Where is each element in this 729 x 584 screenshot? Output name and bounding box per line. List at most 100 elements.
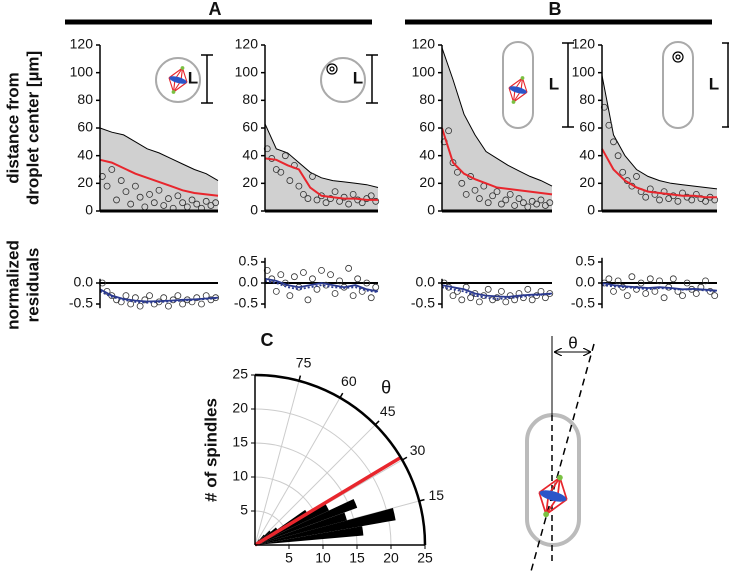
- point: [372, 197, 380, 205]
- wedge: [255, 508, 396, 545]
- point: [614, 152, 622, 160]
- ring: [326, 63, 338, 75]
- y-axis-label: normalized: [3, 240, 22, 330]
- ring: [675, 54, 681, 60]
- point: [141, 296, 149, 304]
- point: [605, 121, 613, 129]
- y-tick-label: 60: [579, 119, 595, 135]
- point: [449, 292, 457, 300]
- point: [493, 188, 501, 196]
- y-tick-label: 10: [232, 468, 248, 484]
- y-tick-label: 120: [412, 36, 436, 52]
- scale-bracket: [722, 42, 729, 128]
- y-tick-label: 100: [572, 63, 596, 79]
- y-tick-label: 60: [77, 119, 93, 135]
- point: [146, 292, 153, 300]
- point: [484, 285, 492, 293]
- point: [160, 202, 168, 209]
- y-tick-label: 100: [412, 63, 436, 79]
- point: [207, 296, 215, 304]
- envelope-line: [601, 75, 718, 190]
- point: [202, 197, 210, 205]
- residual-mean: [99, 288, 219, 303]
- y-tick-label: -0.5: [411, 295, 435, 311]
- point: [179, 199, 187, 207]
- x-tick-label: 20: [383, 550, 399, 566]
- wedge: [255, 526, 364, 545]
- angle-tick-label: 45: [380, 403, 396, 419]
- y-tick-label: 100: [235, 63, 259, 79]
- x-tick-label: 5: [285, 550, 293, 566]
- angle-tick: [419, 498, 425, 502]
- length-label: L: [188, 68, 198, 87]
- point: [272, 287, 280, 295]
- y-tick-label: -0.5: [69, 295, 93, 311]
- point: [702, 277, 709, 285]
- y-axis-label: distance from: [3, 72, 22, 183]
- point: [212, 199, 220, 207]
- residual-mean: [441, 284, 553, 298]
- point: [349, 292, 357, 300]
- point: [497, 287, 505, 295]
- point: [122, 292, 130, 300]
- point: [313, 196, 321, 204]
- envelope-area: [265, 123, 378, 211]
- point: [340, 193, 348, 201]
- point: [475, 298, 483, 306]
- point: [702, 197, 709, 205]
- point: [300, 269, 307, 276]
- y-tick-label: 0.5: [239, 253, 259, 269]
- point: [471, 186, 479, 194]
- point: [327, 195, 334, 202]
- y-tick-label: 0: [85, 202, 93, 218]
- point: [198, 300, 205, 308]
- pole: [180, 66, 185, 70]
- point: [363, 279, 371, 287]
- angle-tick-label: 30: [410, 442, 426, 458]
- angle-tick-label: 75: [296, 354, 312, 370]
- point: [458, 179, 466, 187]
- point: [511, 202, 518, 209]
- point: [165, 195, 172, 202]
- y-tick-label: 20: [419, 174, 435, 190]
- point: [493, 294, 501, 302]
- point: [331, 290, 339, 297]
- point: [537, 196, 545, 204]
- point: [113, 196, 120, 204]
- point: [475, 195, 483, 202]
- droplet-inset: [155, 57, 201, 103]
- point: [345, 200, 353, 208]
- point: [174, 192, 182, 200]
- droplet-inset: [320, 57, 366, 103]
- point: [546, 199, 554, 207]
- envelope-area: [100, 128, 218, 211]
- point: [331, 188, 339, 196]
- point: [679, 292, 686, 300]
- mean-line: [264, 157, 378, 201]
- angle-tick: [374, 420, 380, 426]
- point: [656, 277, 663, 285]
- point: [136, 302, 144, 310]
- point: [489, 192, 497, 200]
- point: [651, 190, 659, 198]
- angle-tick: [401, 456, 408, 461]
- point: [502, 298, 510, 306]
- droplet-inset: [662, 41, 694, 129]
- point: [669, 275, 677, 283]
- point: [497, 200, 505, 208]
- wedge: [255, 512, 347, 545]
- chromosomes: [539, 490, 567, 502]
- spindle-fiber: [168, 67, 183, 79]
- point: [642, 193, 650, 201]
- panel-label: A: [209, 0, 222, 19]
- envelope-line: [264, 123, 379, 188]
- y-tick-label: 100: [70, 63, 94, 79]
- spindle-fiber: [559, 477, 568, 500]
- point: [313, 285, 321, 293]
- y-tick-label: -0.5: [234, 295, 258, 311]
- y-tick-label: 20: [242, 174, 258, 190]
- point: [354, 275, 362, 283]
- y-tick-label: 15: [232, 434, 248, 450]
- y-tick-label: 80: [77, 91, 93, 107]
